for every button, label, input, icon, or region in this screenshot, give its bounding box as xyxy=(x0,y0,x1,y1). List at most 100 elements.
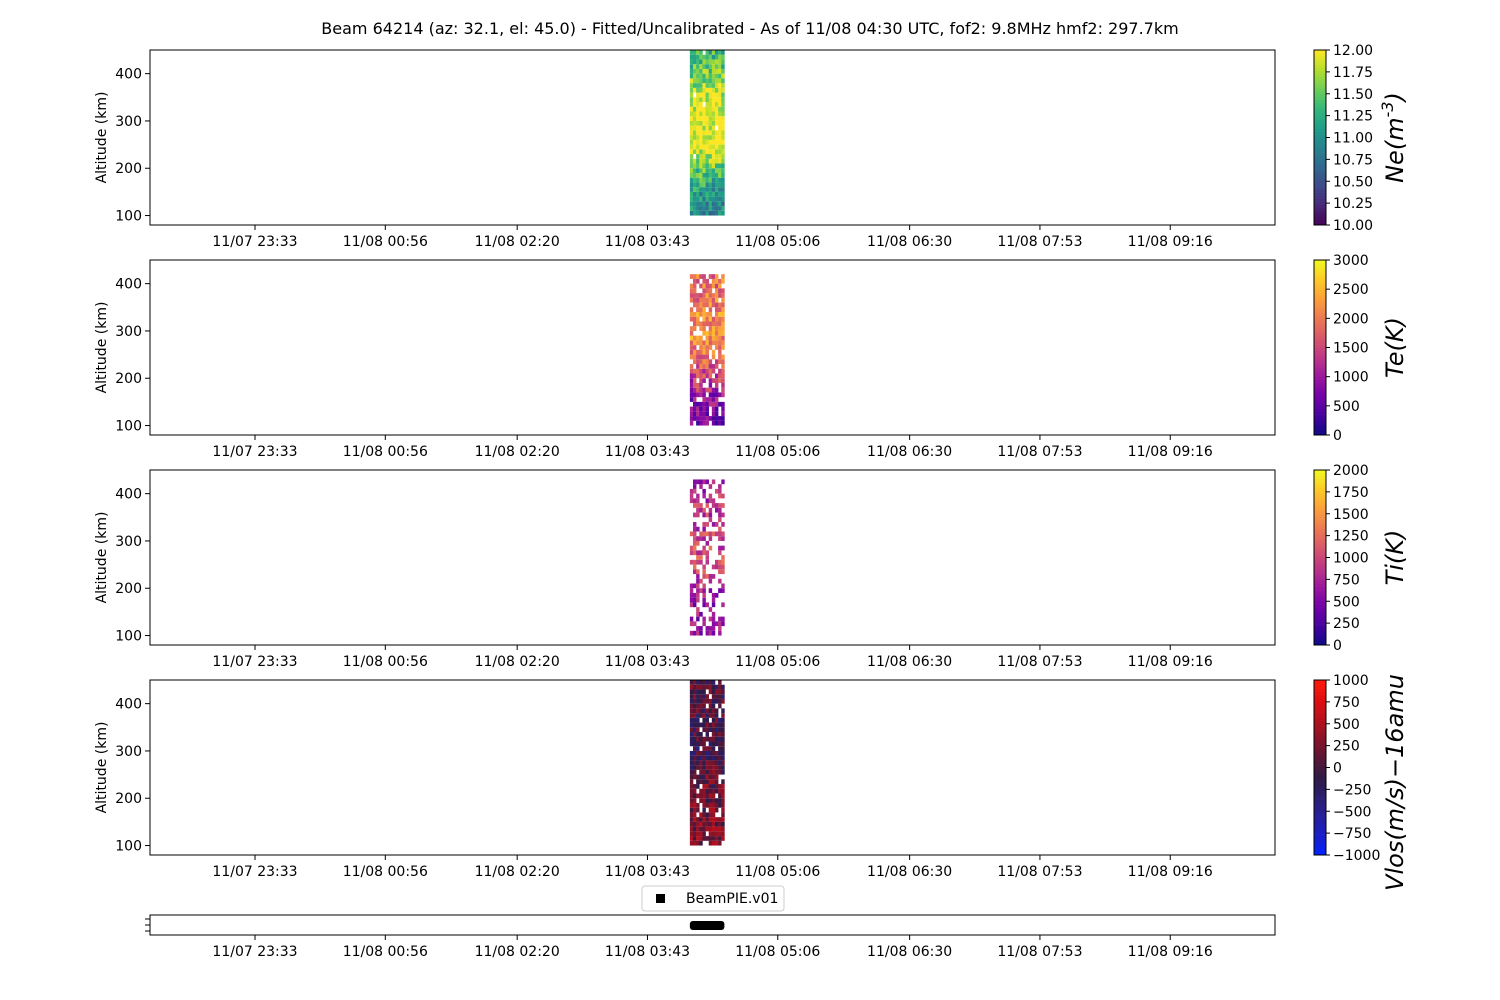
colorbar-step xyxy=(1314,414,1326,418)
heatmap-cell xyxy=(708,102,713,107)
heatmap-cell xyxy=(718,531,722,537)
heatmap-cell xyxy=(714,831,719,837)
colorbar-step xyxy=(1314,184,1326,188)
heatmap-cell xyxy=(699,302,703,308)
colorbar-step xyxy=(1314,379,1326,383)
heatmap-cell xyxy=(718,158,722,164)
heatmap-cell xyxy=(689,154,694,159)
heatmap-cell xyxy=(689,283,694,289)
heatmap-cell xyxy=(718,488,722,494)
heatmap-cell xyxy=(702,713,706,718)
colorbar-step xyxy=(1314,356,1326,360)
heatmap-cell xyxy=(693,732,697,737)
heatmap-cell xyxy=(702,92,706,98)
heatmap-cell xyxy=(711,92,716,98)
heatmap-cell xyxy=(689,680,694,685)
heatmap-cell xyxy=(702,172,706,178)
heatmap-cell xyxy=(689,307,694,313)
heatmap-cell xyxy=(702,135,706,140)
colorbar-step xyxy=(1314,563,1326,567)
colorbar-step xyxy=(1314,787,1326,792)
heatmap-cell xyxy=(702,340,706,346)
heatmap-cell xyxy=(714,507,719,513)
heatmap-cell xyxy=(702,411,706,417)
colorbar-step xyxy=(1314,624,1326,628)
heatmap-cell xyxy=(711,349,716,355)
heatmap-cell xyxy=(708,64,713,69)
colorbar-step xyxy=(1314,300,1326,305)
heatmap-cell xyxy=(693,545,697,551)
heatmap-cell xyxy=(693,597,697,603)
heatmap-cell xyxy=(708,106,713,112)
colorbar-step xyxy=(1314,484,1326,488)
heatmap-cell xyxy=(689,732,694,737)
heatmap-cell xyxy=(718,64,722,69)
heatmap-cell xyxy=(705,83,709,88)
heatmap-cell xyxy=(696,555,700,560)
heatmap-cell xyxy=(689,274,694,279)
heatmap-cell xyxy=(714,130,719,136)
heatmap-cell xyxy=(721,694,725,699)
heatmap-cell xyxy=(699,626,703,631)
heatmap-cell xyxy=(718,755,722,761)
heatmap-cell xyxy=(693,139,697,145)
heatmap-cell xyxy=(696,559,700,565)
heatmap-cell xyxy=(708,684,713,690)
legend: BeamPIE.v01 xyxy=(641,885,785,912)
heatmap-cell xyxy=(718,321,722,327)
heatmap-cell xyxy=(693,831,697,837)
heatmap-cell xyxy=(689,392,694,398)
heatmap-cell xyxy=(711,564,716,570)
heatmap-cell xyxy=(708,206,713,211)
heatmap-cell xyxy=(718,359,722,365)
heatmap-cell xyxy=(705,106,709,112)
heatmap-cell xyxy=(721,210,725,216)
heatmap-cell xyxy=(718,210,722,216)
colorbar-tick-label: 11.50 xyxy=(1333,87,1373,103)
heatmap-cell xyxy=(696,340,700,346)
heatmap-cell xyxy=(718,335,722,341)
heatmap-cell xyxy=(702,111,706,117)
colorbar-step xyxy=(1314,525,1326,529)
heatmap-cell xyxy=(718,722,722,728)
heatmap-cell xyxy=(693,727,697,733)
heatmap-cell xyxy=(711,78,716,84)
heatmap-cell xyxy=(718,736,722,742)
heatmap-cell xyxy=(696,416,700,421)
heatmap-cell xyxy=(696,411,700,417)
heatmap-cell xyxy=(699,817,703,822)
heatmap-cell xyxy=(689,68,694,74)
heatmap-cell xyxy=(705,158,709,164)
heatmap-cell xyxy=(711,59,716,65)
heatmap-cell xyxy=(702,139,706,145)
heatmap-cell xyxy=(708,382,713,388)
heatmap-cell xyxy=(711,149,716,155)
heatmap-cell xyxy=(711,293,716,298)
heatmap-cell xyxy=(699,116,703,121)
x-tick-label: 11/08 07:53 xyxy=(997,444,1082,460)
heatmap-cell xyxy=(693,196,697,202)
heatmap-cell xyxy=(721,326,725,331)
heatmap-cell xyxy=(705,302,709,308)
heatmap-cell xyxy=(721,364,725,369)
heatmap-cell xyxy=(711,522,716,527)
colorbar-tick-label: 1000 xyxy=(1333,370,1369,386)
heatmap-cell xyxy=(721,106,725,112)
heatmap-cell xyxy=(699,411,703,417)
colorbar-step xyxy=(1314,735,1326,739)
heatmap-cell xyxy=(693,345,697,350)
heatmap-cell xyxy=(702,182,706,188)
heatmap-cell xyxy=(708,368,713,374)
heatmap-cell xyxy=(696,784,700,789)
heatmap-cell xyxy=(699,826,703,832)
colorbar-step xyxy=(1314,691,1326,695)
heatmap-cell xyxy=(721,684,725,690)
heatmap-cell xyxy=(705,345,709,350)
colorbar-tick-label: 3000 xyxy=(1333,253,1369,269)
heatmap-cell xyxy=(721,713,725,718)
heatmap-cell xyxy=(714,522,719,527)
heatmap-cell xyxy=(718,106,722,112)
heatmap-cell xyxy=(705,630,709,636)
